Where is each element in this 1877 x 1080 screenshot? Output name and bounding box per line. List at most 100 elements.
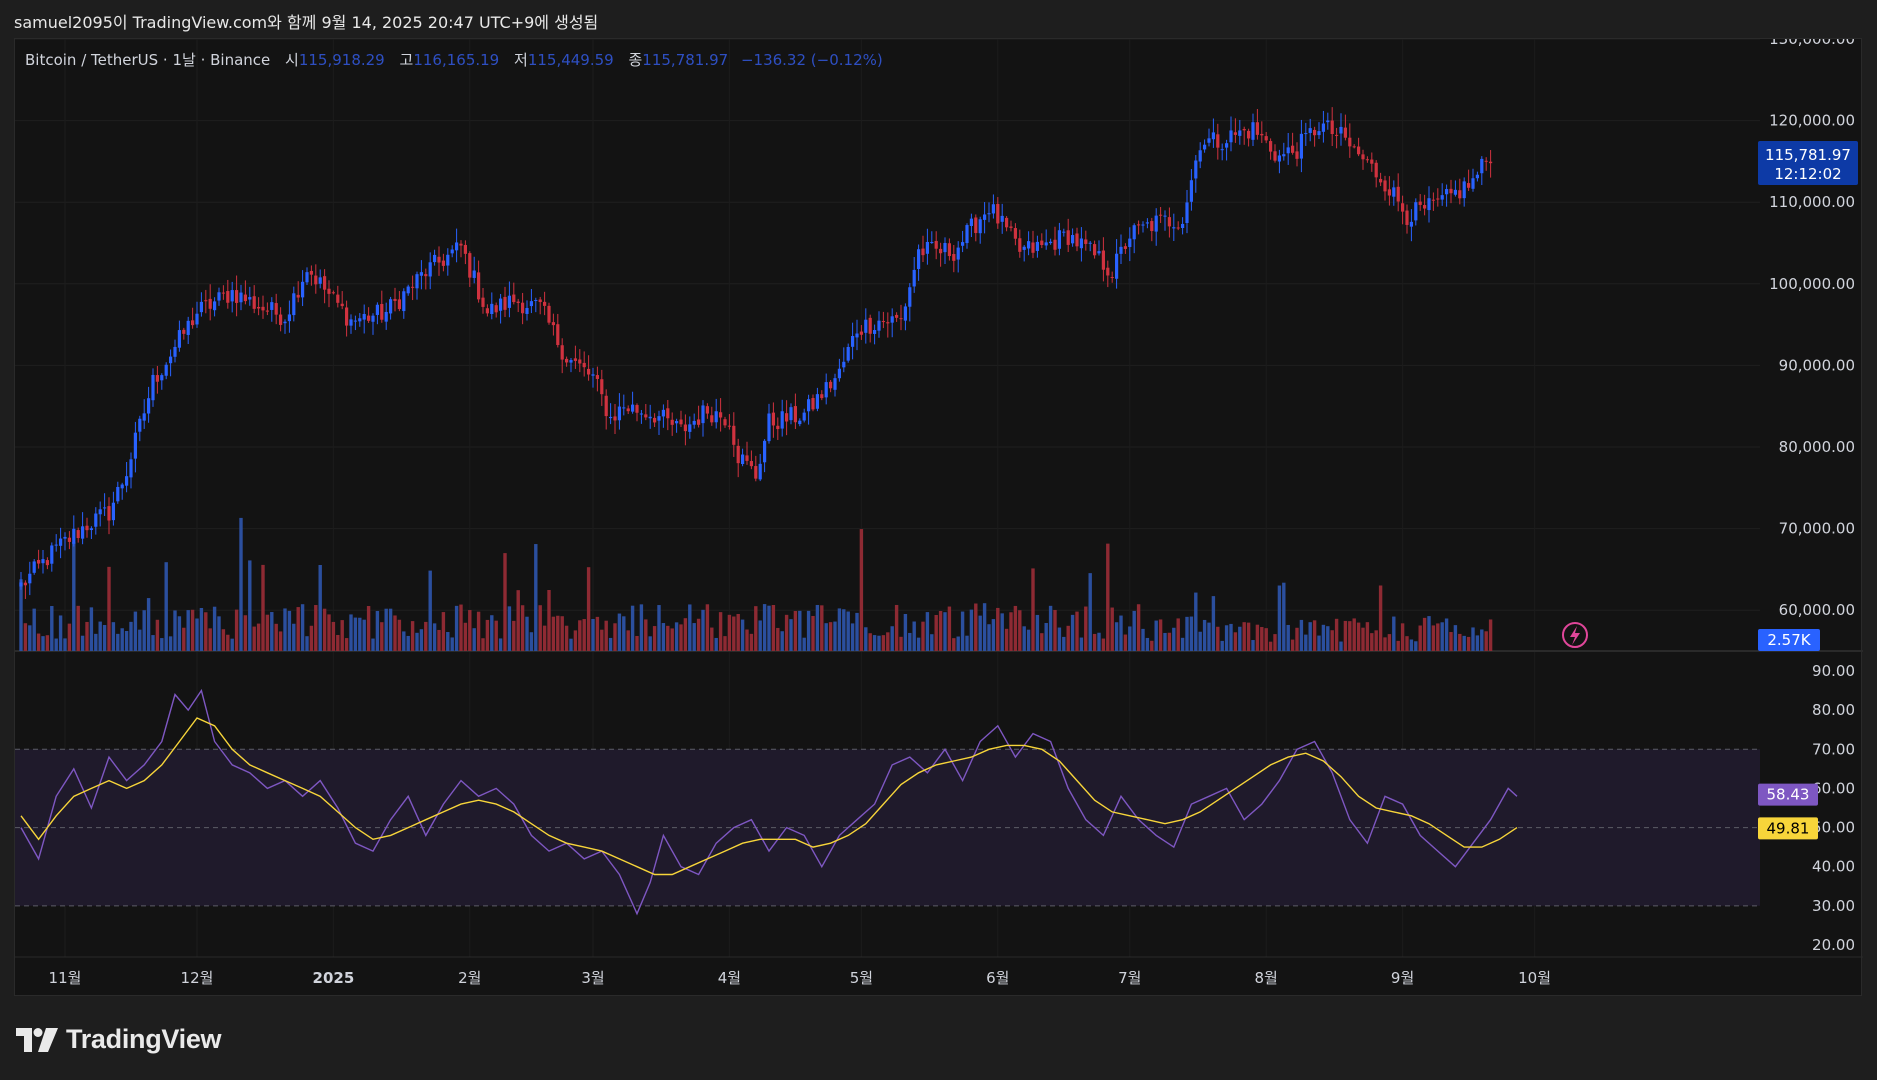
- candle-body: [943, 242, 947, 253]
- candle-body: [661, 409, 665, 417]
- volume-bar: [886, 632, 890, 651]
- volume-bar: [754, 606, 758, 651]
- volume-bar: [1396, 640, 1400, 651]
- volume-bar: [723, 636, 727, 651]
- candle-body: [789, 407, 793, 421]
- volume-bar: [252, 626, 256, 651]
- candle-body: [736, 445, 740, 464]
- candle-body: [1207, 138, 1211, 143]
- candle-body: [908, 287, 912, 307]
- rsi-tick-label: 90.00: [1812, 662, 1855, 680]
- candle-body: [292, 293, 296, 316]
- candle-body: [133, 432, 137, 459]
- candle-body: [459, 243, 463, 246]
- candle-body: [323, 276, 327, 290]
- volume-bar: [1128, 626, 1132, 651]
- candle-body: [648, 416, 652, 419]
- candle-body: [349, 319, 353, 326]
- candle-body: [389, 299, 393, 314]
- low-value: 115,449.59: [527, 51, 614, 69]
- candle-body: [1343, 127, 1347, 138]
- candle-body: [499, 298, 503, 311]
- candle-body: [1352, 146, 1356, 148]
- volume-bar: [133, 611, 138, 651]
- candle-body: [631, 404, 635, 412]
- volume-bar: [116, 633, 120, 651]
- volume-bar: [1321, 624, 1326, 651]
- candle-body: [94, 513, 98, 527]
- volume-bar: [292, 623, 296, 651]
- candle-body: [591, 374, 595, 376]
- rsi-tick-label: 20.00: [1812, 936, 1855, 954]
- volume-bar: [1484, 631, 1488, 651]
- volume-bar: [758, 620, 762, 651]
- volume-bar: [450, 637, 454, 651]
- chart-canvas[interactable]: 130,000.00 120,000.00 110,000.00 100,000.00…: [15, 39, 1863, 997]
- volume-bar: [85, 621, 89, 651]
- candle-body: [727, 425, 731, 427]
- volume-bar: [217, 616, 221, 651]
- volume-bar: [1066, 625, 1070, 651]
- volume-bar: [762, 604, 767, 651]
- volume-bar: [234, 609, 239, 651]
- volume-bar: [696, 618, 701, 651]
- volume-bar: [204, 612, 208, 651]
- candle-body: [1022, 246, 1026, 250]
- candle-body: [679, 419, 683, 425]
- volume-bar: [974, 603, 978, 651]
- candle-body: [547, 305, 551, 323]
- volume-bar: [349, 614, 353, 651]
- volume-bar: [1449, 632, 1453, 651]
- candle-body: [987, 213, 991, 215]
- chart-container[interactable]: 130,000.00 120,000.00 110,000.00 100,000.00…: [14, 38, 1863, 997]
- volume-bar: [1189, 616, 1194, 651]
- candle-body: [1273, 151, 1277, 161]
- candle-body: [912, 269, 916, 287]
- volume-bar: [872, 635, 877, 651]
- volume-bar: [375, 610, 380, 651]
- candle-body: [477, 272, 481, 300]
- tradingview-logo[interactable]: TradingView: [16, 1024, 222, 1055]
- lightning-icon[interactable]: [1562, 622, 1588, 648]
- volume-bar: [586, 567, 591, 651]
- volume-bar: [1154, 620, 1158, 651]
- volume-bar: [846, 611, 850, 651]
- candle-body: [380, 303, 384, 320]
- candle-body: [798, 420, 802, 425]
- candle-body: [1097, 251, 1101, 254]
- volume-bar: [881, 635, 886, 651]
- candle-body: [754, 466, 758, 479]
- volume-bar: [916, 637, 921, 651]
- volume-bar: [1312, 620, 1317, 651]
- volume-bar: [94, 633, 98, 651]
- candle-body: [1326, 120, 1330, 123]
- candle-body: [1167, 217, 1171, 227]
- rsi-tick-label: 80.00: [1812, 701, 1855, 719]
- candle-body: [644, 414, 648, 418]
- candle-body: [670, 419, 674, 425]
- volume-bar: [384, 608, 388, 651]
- candle-body: [1084, 239, 1088, 244]
- volume-bar: [674, 622, 679, 651]
- volume-bar: [1114, 622, 1119, 651]
- volume-bar: [1286, 624, 1290, 651]
- candle-body: [521, 302, 525, 314]
- volume-bar: [767, 605, 771, 651]
- volume-bar: [824, 623, 828, 651]
- volume-bar: [1167, 632, 1172, 651]
- candle-body: [336, 294, 340, 303]
- candle-body: [463, 244, 467, 254]
- volume-bar: [498, 638, 503, 651]
- candle-body: [1053, 239, 1057, 250]
- volume-bar: [32, 608, 36, 651]
- candle-body: [617, 406, 621, 421]
- candle-body: [868, 317, 872, 334]
- candle-body: [446, 254, 450, 266]
- candle-body: [296, 294, 300, 298]
- symbol-name[interactable]: Bitcoin / TetherUS · 1날 · Binance: [25, 51, 271, 69]
- volume-bar: [124, 630, 129, 651]
- candle-body: [1414, 202, 1418, 221]
- candle-body: [1005, 217, 1009, 228]
- volume-bar: [1106, 543, 1110, 651]
- candle-body: [1348, 137, 1352, 147]
